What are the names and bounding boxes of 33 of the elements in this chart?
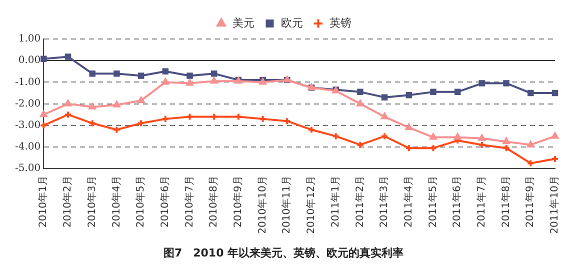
x-tick-label: 2010年3月 [86, 176, 98, 228]
legend-label: 欧元 [280, 16, 303, 30]
x-tick-label: 2010年5月 [134, 176, 147, 228]
x-tick-label: 2011年8月 [500, 176, 512, 228]
x-tick-label: 2010年7月 [183, 176, 196, 228]
legend-label: 美元 [232, 16, 254, 30]
y-tick-label: -3.00 [14, 120, 41, 132]
x-tick-label: 2010年11月 [280, 176, 293, 234]
x-tick-label: 2011年9月 [524, 176, 536, 228]
y-tick-label: -2.00 [14, 98, 41, 110]
y-tick-label: 0.00 [18, 55, 41, 66]
x-tick-label: 2010年6月 [158, 176, 171, 228]
x-tick-label: 2011年1月 [329, 176, 342, 228]
x-tick-label: 2011年4月 [402, 176, 414, 228]
legend-label: 英镑 [329, 16, 352, 30]
x-tick-label: 2011年2月 [354, 176, 366, 228]
y-tick-label: 1.00 [18, 34, 41, 45]
x-tick-label: 2010年1月 [37, 176, 50, 228]
x-tick-label: 2011年10月 [548, 176, 561, 234]
y-tick-label: -5.00 [14, 163, 41, 174]
x-tick-label: 2011年3月 [378, 176, 390, 228]
x-tick-label: 2010年9月 [232, 176, 244, 228]
x-tick-label: 2011年7月 [476, 176, 488, 228]
x-tick-label: 2010年2月 [62, 176, 74, 228]
x-tick-label: 2011年6月 [451, 176, 464, 228]
x-tick-label: 2010年10月 [256, 176, 268, 234]
x-tick-label: 2010年12月 [305, 176, 318, 234]
text: 图7 2010 年以来美元、英镑、欧元的真实利率 [163, 246, 404, 260]
x-tick-label: 2010年8月 [208, 176, 220, 228]
x-tick-label: 2010年4月 [110, 176, 122, 228]
y-tick-label: -4.00 [14, 142, 41, 153]
x-tick-label: 2011年5月 [426, 176, 439, 228]
y-tick-label: -1.00 [14, 76, 41, 88]
